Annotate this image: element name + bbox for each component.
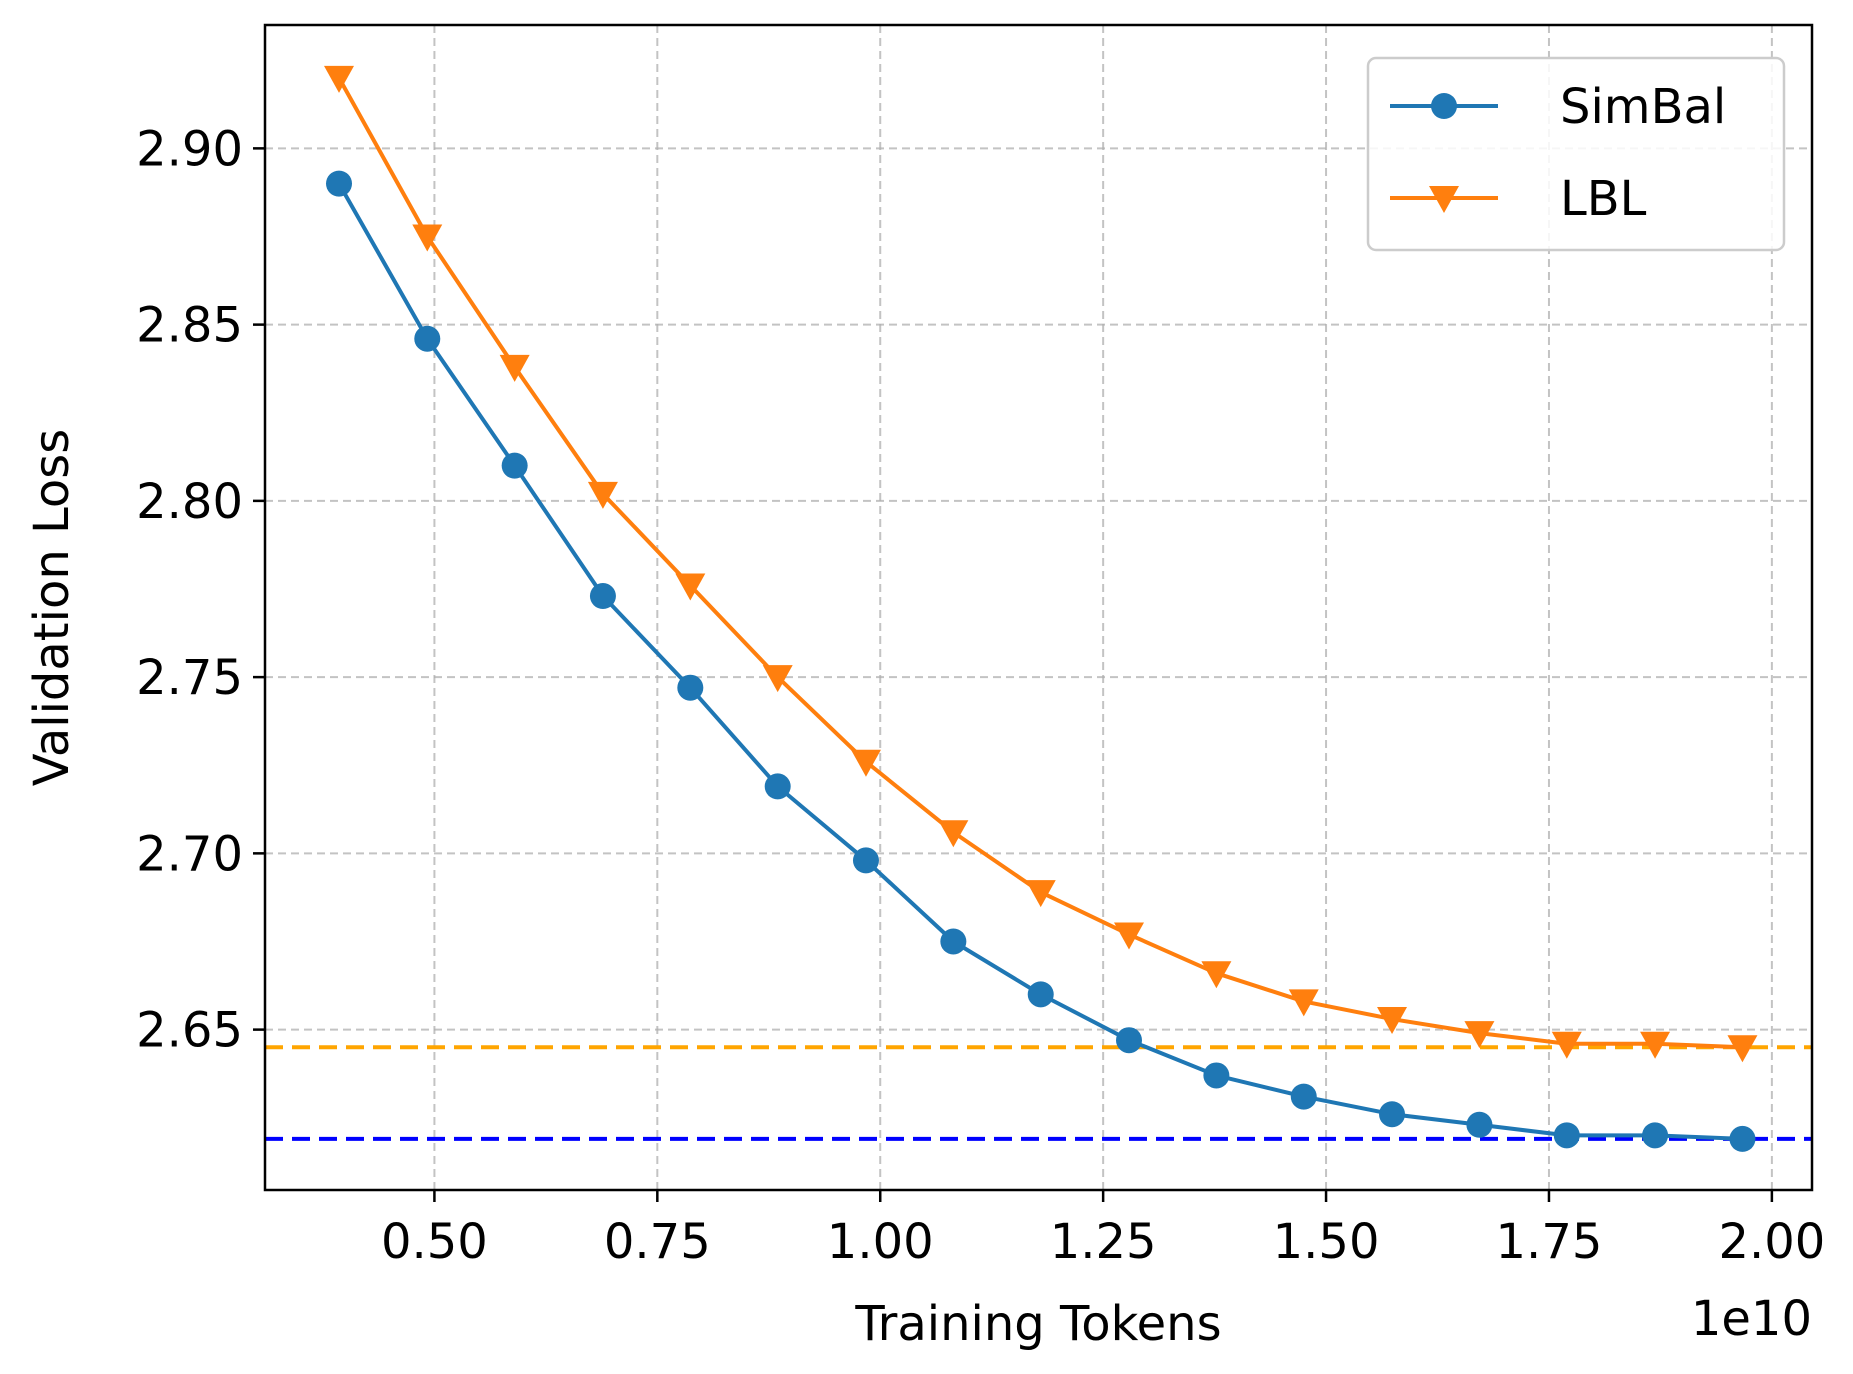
data-point [499,354,530,382]
legend: SimBal LBL [1366,56,1786,252]
data-point [1379,1101,1406,1128]
x-tick-label: 1.50 [1273,1214,1380,1270]
series-simbal [326,170,1756,1152]
data-point [677,674,704,701]
data-point [1116,1027,1143,1054]
data-point [1553,1122,1580,1149]
data-point [501,452,528,479]
x-tick-label: 0.50 [381,1214,488,1270]
y-tick-label: 2.85 [136,298,243,354]
data-point [1288,989,1319,1017]
series-lbl [324,65,1758,1063]
data-point [938,820,969,848]
legend-label: LBL [1560,171,1647,227]
data-point [326,170,353,197]
data-point [1640,1031,1671,1059]
y-tick-label: 2.75 [136,650,243,706]
reference-lines [265,1045,1812,1141]
data-point [1551,1031,1582,1059]
data-point [1290,1083,1317,1110]
data-point [1027,981,1054,1008]
data-point [1377,1007,1408,1035]
y-tick-label: 2.70 [136,826,243,882]
x-tick-label: 2.00 [1718,1214,1825,1270]
data-point [1464,1021,1495,1049]
data-point [414,325,441,352]
data-point [1466,1111,1493,1138]
data-point [940,928,967,955]
y-tick-label: 2.80 [136,474,243,530]
data-point [1025,880,1056,908]
x-axis-offset-text: 1e10 [1691,1291,1812,1347]
data-point [1727,1035,1758,1063]
data-point [1642,1122,1669,1149]
data-point [587,481,618,509]
data-point [1114,922,1145,950]
data-point [762,665,793,693]
data-point [412,224,443,252]
data-point [764,773,791,800]
data-point [589,583,616,610]
data-point [675,573,706,601]
data-point [852,847,879,874]
data-point [1201,961,1232,989]
ticks: 0.50 0.75 1.00 1.25 1.50 1.75 2.00 2.65 2.70 2.75… [136,121,1825,1270]
grid [265,25,1812,1190]
legend-label: SimBal [1560,79,1726,135]
data-point [324,65,355,93]
x-tick-label: 0.75 [604,1214,711,1270]
x-tick-label: 1.75 [1496,1214,1603,1270]
y-tick-label: 2.90 [136,121,243,177]
x-tick-label: 1.00 [827,1214,934,1270]
x-tick-label: 1.25 [1050,1214,1157,1270]
series-group [324,65,1758,1152]
data-point [1729,1125,1756,1152]
legend-marker [1429,186,1459,213]
data-point [850,749,881,777]
y-axis-title: Validation Loss [24,429,80,787]
x-axis-title: Training Tokens [854,1296,1221,1352]
plot-frame [263,23,1814,1192]
data-point [1203,1062,1230,1089]
legend-marker [1431,93,1457,119]
y-tick-label: 2.65 [136,1003,243,1059]
